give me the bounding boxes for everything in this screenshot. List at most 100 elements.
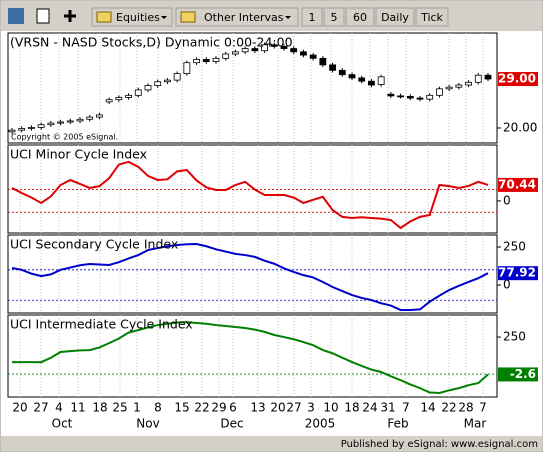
x-day-label: 10	[323, 401, 338, 415]
candle-body	[202, 59, 210, 63]
candle-body	[222, 53, 230, 59]
y-tick-label: 0	[503, 278, 511, 292]
candle-body	[164, 79, 171, 83]
toolbar: Equities Other Intervas 1 5 60 Daily Tic…	[1, 1, 542, 31]
index-line	[11, 242, 489, 311]
x-day-label: 25	[112, 401, 127, 415]
candle-body	[426, 94, 434, 100]
x-month-label: Oct	[52, 417, 73, 431]
candle-body	[319, 57, 327, 66]
interval-5-button[interactable]: 5	[323, 7, 345, 27]
candle-body	[280, 45, 288, 49]
x-day-label: 1	[133, 401, 141, 415]
x-day-label: 31	[380, 401, 395, 415]
x-day-label: 20	[270, 401, 285, 415]
daily-button[interactable]: Daily	[375, 7, 415, 27]
y-tick-label: 20.00	[503, 120, 537, 134]
last-value-box	[498, 177, 538, 192]
panel-title: UCI Minor Cycle Index	[10, 147, 147, 162]
sheet-icon[interactable]	[36, 8, 50, 24]
candle-body	[436, 88, 443, 96]
candle-body	[86, 116, 94, 120]
candle-body	[173, 73, 181, 81]
panel-title: UCI Secondary Cycle Index	[10, 237, 178, 252]
candle-body	[387, 93, 395, 97]
x-month-label: Nov	[136, 417, 159, 431]
x-day-label: 3	[307, 401, 315, 415]
index-line	[12, 321, 489, 395]
candle-body	[47, 122, 55, 126]
candle-body	[125, 94, 132, 98]
candle-body	[8, 129, 16, 133]
last-value-box	[498, 72, 538, 87]
x-day-label: 27	[286, 401, 301, 415]
interval-60-button[interactable]: 60	[345, 7, 375, 27]
x-day-label: 11	[70, 401, 85, 415]
button-label: Tick	[420, 11, 443, 24]
candle-body	[465, 81, 472, 86]
candle-body	[329, 64, 336, 71]
x-day-label: 29	[211, 401, 226, 415]
candle-body	[66, 120, 74, 123]
candle-body	[445, 86, 453, 90]
candle-body	[37, 124, 45, 128]
candle-body	[416, 97, 424, 100]
equities-button[interactable]: Equities	[91, 7, 173, 27]
interval-1-button[interactable]: 1	[301, 7, 323, 27]
last-value-label: 77.92	[498, 266, 536, 280]
candle-body	[232, 51, 239, 55]
panel-title: (VRSN - NASD Stocks,D) Dynamic 0:00-24:0…	[10, 35, 293, 50]
candle-body	[57, 121, 64, 124]
candle-body	[96, 114, 103, 118]
index-line	[11, 160, 489, 230]
x-day-label: 24	[362, 401, 377, 415]
candle-body	[290, 48, 298, 53]
candle-body	[261, 44, 268, 52]
x-month-label: Feb	[387, 417, 408, 431]
x-month-label: Mar	[464, 417, 487, 431]
candle-body	[309, 54, 317, 59]
status-text: Published by eSignal: www.esignal.com	[341, 439, 538, 450]
candle-body	[212, 57, 220, 63]
candle-body	[76, 118, 84, 122]
candle-body	[397, 95, 404, 98]
panel-title: UCI Intermediate Cycle Index	[10, 317, 193, 332]
x-day-label: 14	[420, 401, 435, 415]
candle-body	[484, 74, 492, 80]
candle-body	[368, 80, 375, 86]
y-tick-label: 0	[503, 193, 511, 207]
intervals-button[interactable]: Other Intervas	[175, 7, 299, 27]
button-label: Other Intervas	[204, 11, 284, 24]
x-day-label: 13	[250, 401, 265, 415]
candle-body	[193, 59, 200, 64]
x-day-label: 6	[229, 401, 237, 415]
last-value-label: 70.44	[498, 177, 536, 191]
button-label: 1	[309, 11, 316, 24]
candle-body	[338, 69, 346, 76]
tick-button[interactable]: Tick	[415, 7, 449, 27]
x-day-label: 27	[33, 401, 48, 415]
candle-body	[144, 85, 152, 91]
last-value-box	[498, 266, 538, 281]
candle-body	[105, 99, 113, 103]
x-day-label: 22	[441, 401, 456, 415]
x-day-label: 15	[174, 401, 189, 415]
candle-body	[183, 62, 191, 74]
add-icon[interactable]	[64, 10, 76, 22]
x-month-label: 2005	[305, 417, 336, 431]
status-bar	[1, 436, 542, 451]
button-label: Daily	[381, 11, 409, 24]
candle-body	[18, 128, 26, 131]
x-month-label: Dec	[220, 417, 243, 431]
x-day-label: 7	[402, 401, 410, 415]
x-day-label: 7	[479, 401, 487, 415]
link-icon[interactable]	[8, 8, 24, 24]
panel-frame	[7, 32, 498, 144]
candle-body	[115, 97, 123, 101]
candle-body	[154, 81, 162, 86]
candle-body	[474, 74, 482, 83]
x-day-label: 4	[55, 401, 63, 415]
candle-body	[455, 84, 463, 88]
